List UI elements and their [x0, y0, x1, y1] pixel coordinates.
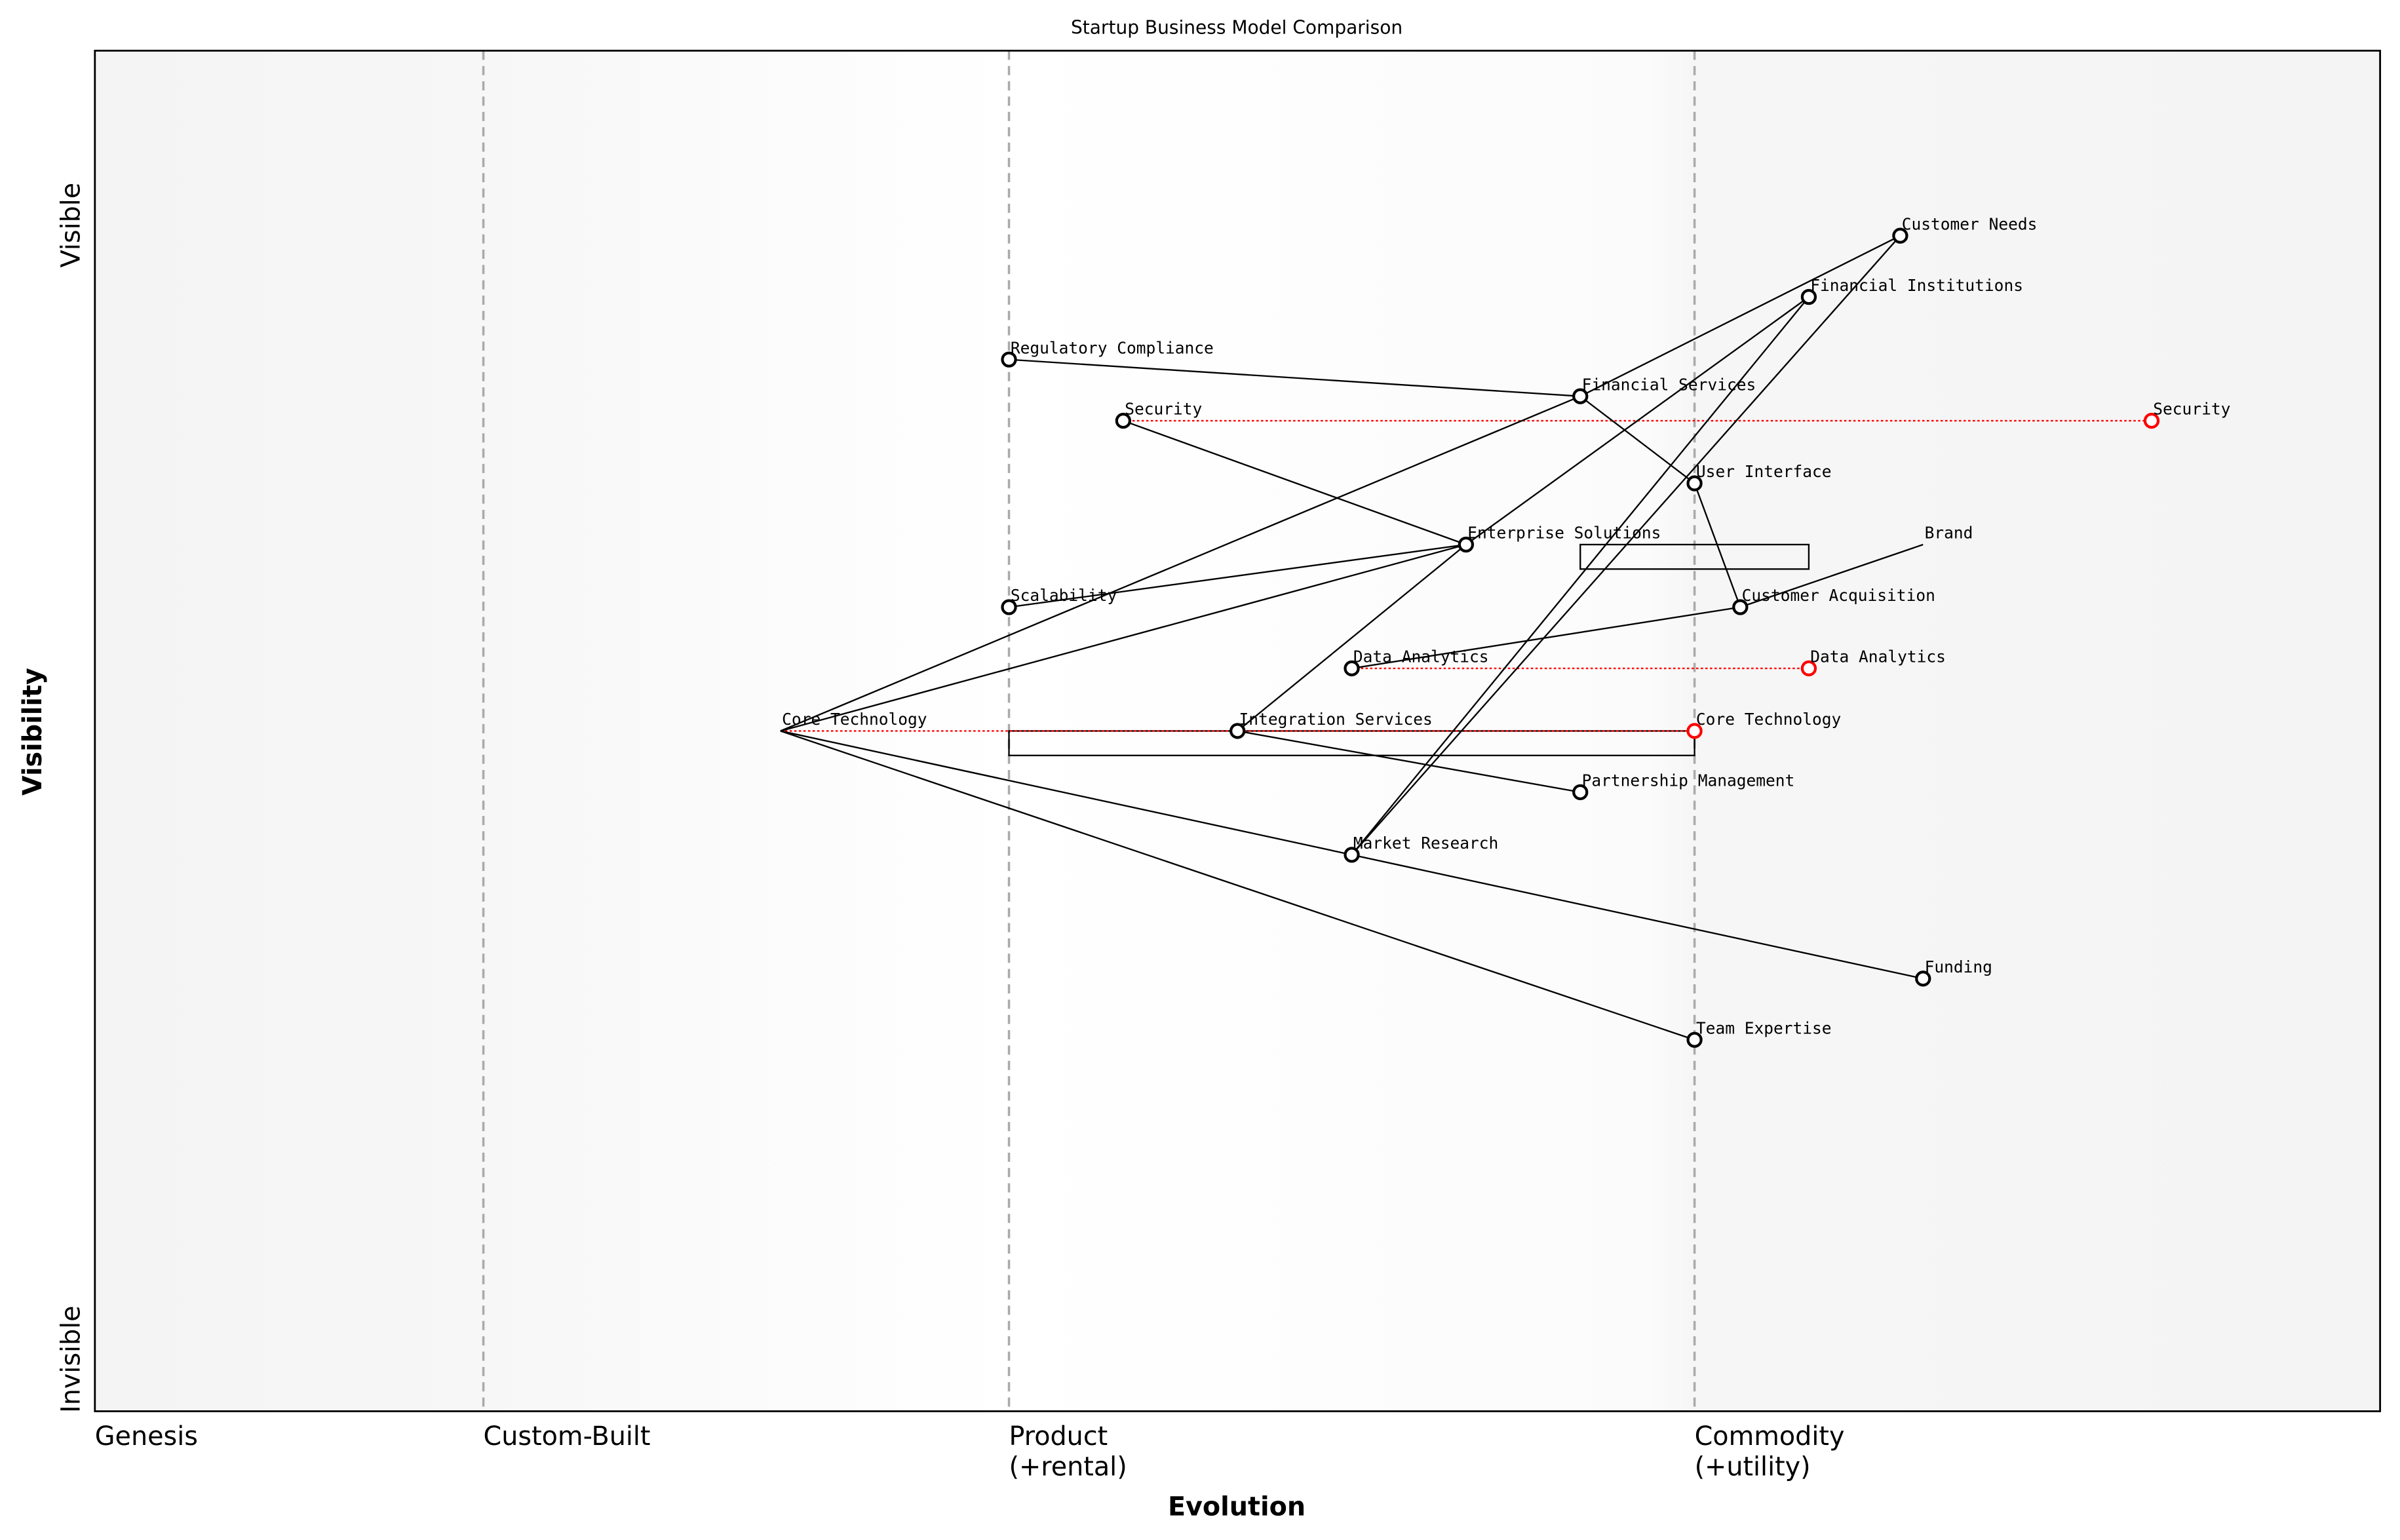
evolved-core-technology[interactable]: Core Technology: [1686, 710, 1842, 739]
link-user-interface-to-customer-acquisition: [1694, 483, 1741, 607]
evolved-label: Security: [2153, 400, 2230, 419]
component-label: Data Analytics: [1353, 647, 1489, 666]
component-label: Integration Services: [1239, 710, 1433, 729]
component-marker[interactable]: [1115, 412, 1132, 429]
component-marker[interactable]: [1344, 847, 1360, 863]
link-customer-needs-to-market-research: [1351, 235, 1901, 856]
link-enterprise-solutions-to-integration-services: [1237, 544, 1467, 732]
component-regulatory-compliance[interactable]: Regulatory Compliance: [1001, 338, 1214, 368]
component-label: Customer Needs: [1902, 214, 2038, 233]
component-team-expertise[interactable]: Team Expertise: [1686, 1018, 1832, 1048]
component-label: Funding: [1925, 957, 1992, 976]
component-marker[interactable]: [1915, 971, 1931, 987]
component-core-technology[interactable]: Core Technology: [782, 710, 927, 729]
pipeline-enterprise-solutions: [1579, 543, 1810, 570]
component-label: Security: [1125, 400, 1202, 419]
link-security-to-enterprise-solutions: [1123, 419, 1467, 546]
evolved-marker[interactable]: [1800, 660, 1817, 677]
component-marker[interactable]: [1572, 388, 1589, 404]
component-label: Scalability: [1011, 586, 1117, 605]
component-marker[interactable]: [1001, 599, 1017, 615]
evolved-label: Core Technology: [1696, 710, 1841, 729]
component-label: Core Technology: [782, 710, 927, 729]
chart-title: Startup Business Model Comparison: [1071, 17, 1403, 39]
component-label: Financial Institutions: [1810, 276, 2023, 295]
link-enterprise-solutions-to-financial-institutions: [1465, 296, 1810, 545]
component-marker[interactable]: [1732, 599, 1749, 615]
link-regulatory-compliance-to-financial-services: [1009, 358, 1581, 397]
evolved-label: Data Analytics: [1810, 647, 1946, 666]
component-marker[interactable]: [1686, 1031, 1703, 1048]
component-label: User Interface: [1696, 462, 1832, 481]
component-user-interface[interactable]: User Interface: [1686, 462, 1832, 491]
evolved-marker[interactable]: [1686, 723, 1703, 739]
evolved-marker[interactable]: [2143, 412, 2160, 429]
component-label: Financial Services: [1582, 375, 1756, 394]
y-bottom-label: Invisible: [56, 1305, 86, 1413]
component-customer-acquisition[interactable]: Customer Acquisition: [1732, 586, 1935, 615]
component-customer-needs[interactable]: Customer Needs: [1892, 214, 2038, 244]
link-financial-services-to-user-interface: [1579, 395, 1695, 484]
component-marker[interactable]: [1344, 660, 1360, 677]
link-data-analytics-to-customer-acquisition: [1351, 606, 1741, 670]
link-core-technology-to-financial-services: [780, 395, 1581, 732]
y-top-label: Visible: [56, 183, 86, 268]
component-brand[interactable]: Brand: [1925, 524, 1973, 543]
stage-label-commodity: Commodity (+utility): [1695, 1421, 1845, 1482]
component-marker[interactable]: [1892, 227, 1908, 244]
component-marker[interactable]: [1458, 536, 1475, 553]
stage-label-custom-built: Custom-Built: [484, 1421, 651, 1452]
component-label: Regulatory Compliance: [1011, 338, 1214, 357]
component-label: Brand: [1925, 524, 1973, 543]
component-label: Partnership Management: [1582, 771, 1795, 790]
component-integration-services[interactable]: Integration Services: [1229, 710, 1433, 739]
component-marker[interactable]: [1572, 784, 1589, 801]
stage-label-genesis: Genesis: [95, 1421, 198, 1452]
component-market-research[interactable]: Market Research: [1344, 834, 1499, 863]
link-core-technology-to-team-expertise: [780, 730, 1695, 1041]
evolved-security[interactable]: Security: [2143, 400, 2230, 429]
x-axis-label: Evolution: [1168, 1492, 1306, 1522]
component-label: Customer Acquisition: [1742, 586, 1935, 605]
component-label: Team Expertise: [1696, 1018, 1832, 1037]
component-marker[interactable]: [1229, 723, 1246, 739]
component-label: Enterprise Solutions: [1467, 524, 1661, 543]
component-marker[interactable]: [1800, 288, 1817, 305]
link-scalability-to-enterprise-solutions: [1009, 543, 1467, 608]
link-core-technology-to-market-research: [780, 730, 1352, 856]
link-core-technology-to-enterprise-solutions: [780, 543, 1467, 732]
component-partnership-management[interactable]: Partnership Management: [1572, 771, 1795, 801]
component-label: Market Research: [1353, 834, 1498, 853]
component-marker[interactable]: [1001, 351, 1017, 368]
component-financial-institutions[interactable]: Financial Institutions: [1800, 276, 2023, 305]
link-financial-services-to-customer-needs: [1579, 235, 1901, 397]
component-financial-services[interactable]: Financial Services: [1572, 375, 1756, 404]
link-market-research-to-funding: [1351, 854, 1924, 980]
component-security[interactable]: Security: [1115, 400, 1202, 429]
link-financial-institutions-to-market-research: [1351, 296, 1810, 856]
component-marker[interactable]: [1686, 475, 1703, 491]
link-customer-acquisition-to-brand: [1739, 543, 1924, 608]
component-enterprise-solutions[interactable]: Enterprise Solutions: [1458, 524, 1661, 553]
evolved-data-analytics[interactable]: Data Analytics: [1800, 647, 1946, 677]
component-funding[interactable]: Funding: [1915, 957, 1992, 987]
component-scalability[interactable]: Scalability: [1001, 586, 1117, 615]
component-data-analytics[interactable]: Data Analytics: [1344, 647, 1489, 677]
plot-frame: [94, 49, 2382, 1412]
y-axis-label: Visibility: [18, 668, 48, 796]
stage-label-product: Product (+rental): [1009, 1421, 1127, 1482]
link-integration-services-to-partnership-management: [1237, 730, 1581, 794]
